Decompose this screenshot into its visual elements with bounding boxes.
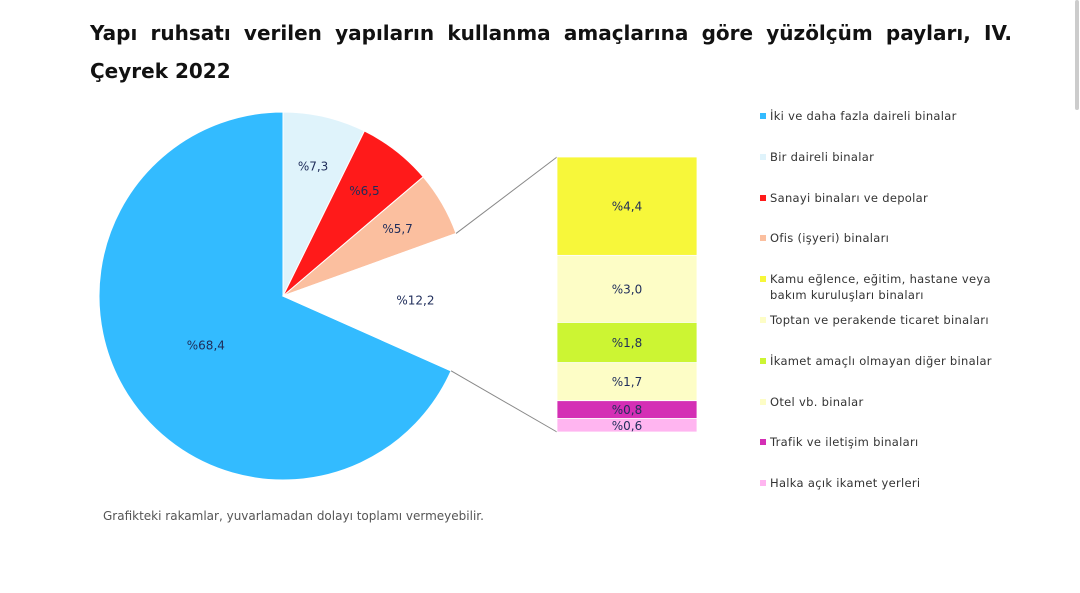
segment-label: %1,7 xyxy=(612,375,643,389)
legend-marker xyxy=(760,194,766,201)
legend-entry: Trafik ve iletişim binaları xyxy=(760,434,1022,475)
legend-entry: Ofis (işyeri) binaları xyxy=(760,230,1022,271)
legend-marker xyxy=(760,153,766,160)
legend-marker xyxy=(760,235,766,242)
segment-label: %1,8 xyxy=(612,336,643,350)
slice-label: %68,4 xyxy=(187,339,225,353)
scrollbar xyxy=(1075,0,1079,110)
legend-label: Halka açık ikamet yerleri xyxy=(770,476,921,491)
legend-entry: Halka açık ikamet yerleri xyxy=(760,475,1022,516)
slice-label: %12,2 xyxy=(396,293,434,307)
legend-label: Bir daireli binalar xyxy=(770,149,875,164)
bar-segment xyxy=(556,156,698,256)
segment-label: %3,0 xyxy=(612,282,643,296)
legend: İki ve daha fazla daireli binalar Bir dai… xyxy=(760,108,1022,516)
segment-label: %4,4 xyxy=(612,200,643,214)
legend-entry: Toptan ve perakende ticaret binaları xyxy=(760,312,1022,353)
legend-entry: Otel vb. binalar xyxy=(760,394,1022,435)
legend-entry: Bir daireli binalar xyxy=(760,149,1022,190)
chart: %68,4 %7,3 %6,5 %5,7 %12,2 %4,4 %3,0 %1,8 %1,7 %0… xyxy=(98,111,698,481)
footnote: Grafikteki rakamlar, yuvarlamadan dolayı… xyxy=(103,509,484,523)
legend-label: İkamet amaçlı olmayan diğer binalar xyxy=(770,353,992,368)
legend-label: Ofis (işyeri) binaları xyxy=(770,231,890,246)
slice-label: %5,7 xyxy=(382,222,413,236)
chart-title: Yapı ruhsatı verilen yapıların kullanma … xyxy=(90,21,1012,83)
legend-marker xyxy=(760,398,766,405)
legend-marker xyxy=(760,113,766,119)
legend-marker xyxy=(760,480,766,487)
legend-marker xyxy=(760,439,766,446)
bar-segment xyxy=(556,322,698,364)
legend-entry: İkamet amaçlı olmayan diğer binalar xyxy=(760,353,1022,394)
bar-segment xyxy=(556,418,698,433)
legend-label: Sanayi binaları ve depolar xyxy=(770,190,929,205)
legend-marker xyxy=(760,276,766,283)
legend-label: Trafik ve iletişim binaları xyxy=(770,435,919,450)
slice-label: %7,3 xyxy=(298,159,329,173)
segment-label: %0,6 xyxy=(612,419,643,433)
bar-segment xyxy=(556,254,698,323)
pie-slice xyxy=(98,111,452,481)
legend-label: Otel vb. binalar xyxy=(770,394,864,409)
legend-entry: Sanayi binaları ve depolar xyxy=(760,190,1022,231)
segment-label: %0,8 xyxy=(612,403,643,417)
legend-marker xyxy=(760,357,766,364)
legend-label: Kamu eğlence, eğitim, hastane veya bakım… xyxy=(770,272,991,303)
legend-label: Toptan ve perakende ticaret binaları xyxy=(770,312,989,327)
pie-slice xyxy=(281,232,468,372)
legend-entry: İki ve daha fazla daireli binalar xyxy=(760,108,1022,149)
connector xyxy=(450,370,558,433)
legend-marker xyxy=(760,316,766,323)
bar-segment xyxy=(556,362,698,402)
legend-label: İki ve daha fazla daireli binalar xyxy=(770,109,957,123)
slice-label: %6,5 xyxy=(349,184,380,198)
legend-entry: Kamu eğlence, eğitim, hastane veya bakım… xyxy=(760,271,1022,312)
connector xyxy=(455,156,558,234)
